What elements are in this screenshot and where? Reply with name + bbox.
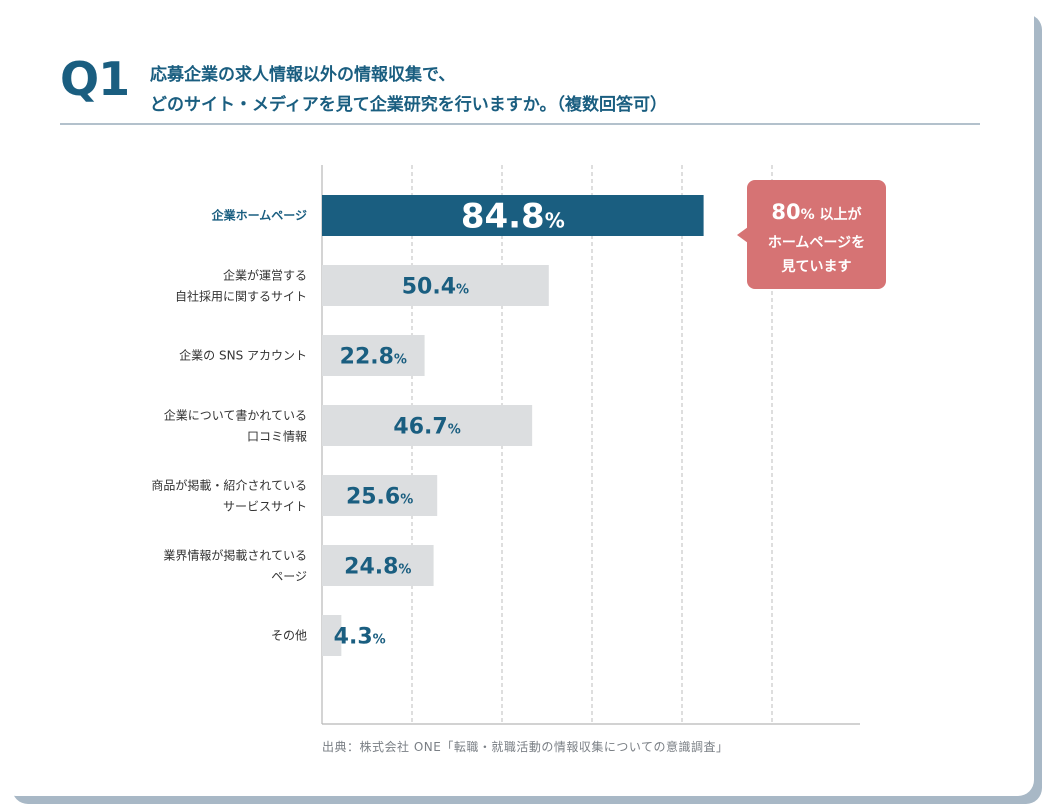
callout-line-1: 80% 以上が bbox=[747, 200, 886, 224]
category-label: 企業が運営する bbox=[223, 268, 307, 283]
category-label: その他 bbox=[271, 629, 307, 643]
bar bbox=[322, 405, 533, 446]
category-label: 商品が掲載・紹介されている bbox=[151, 478, 307, 493]
category-label: 自社採用に関するサイト bbox=[175, 289, 307, 304]
category-label: 企業ホームページ bbox=[211, 208, 307, 223]
bar-value-label: 25.6% bbox=[346, 485, 413, 510]
bar-value-label: 84.8% bbox=[461, 197, 565, 237]
bar bbox=[322, 335, 425, 376]
card: Q1 応募企業の求人情報以外の情報収集で、 どのサイト・メディアを見て企業研究を… bbox=[60, 52, 980, 754]
callout-value: 80 bbox=[771, 200, 801, 224]
callout-badge: 80% 以上が ホームページを 見ています bbox=[737, 180, 886, 289]
bar bbox=[322, 265, 549, 306]
question-text: 応募企業の求人情報以外の情報収集で、 どのサイト・メディアを見て企業研究を行いま… bbox=[150, 60, 950, 120]
bar-value-label: 50.4% bbox=[402, 275, 469, 300]
question-line-1: 応募企業の求人情報以外の情報収集で、 bbox=[150, 65, 456, 85]
bar bbox=[322, 615, 342, 656]
category-label: ページ bbox=[271, 570, 307, 584]
callout-unit: % bbox=[800, 207, 815, 223]
callout-line-3: 見ています bbox=[781, 259, 852, 275]
category-label: 口コミ情報 bbox=[247, 430, 307, 444]
category-label: 企業の SNS アカウント bbox=[179, 348, 307, 363]
bar bbox=[322, 195, 704, 236]
bar-value-label: 46.7% bbox=[393, 415, 460, 440]
category-label: 業界情報が掲載されている bbox=[163, 548, 307, 563]
question-number: Q1 bbox=[60, 52, 130, 106]
source-note: 出典：株式会社 ONE「転職・就職活動の情報収集についての意識調査」 bbox=[322, 740, 729, 754]
bar-value-label: 24.8% bbox=[344, 555, 411, 580]
callout-line-2: ホームページを bbox=[767, 235, 866, 251]
bar bbox=[322, 475, 438, 516]
category-label: サービスサイト bbox=[223, 500, 307, 514]
header-divider bbox=[60, 123, 980, 125]
callout-line-1-suffix: 以上が bbox=[814, 207, 862, 223]
category-label: 企業について書かれている bbox=[164, 408, 307, 423]
bar bbox=[322, 545, 434, 586]
bar-value-label: 22.8% bbox=[340, 345, 407, 370]
question-line-2: どのサイト・メディアを見て企業研究を行いますか。（複数回答可） bbox=[150, 95, 667, 115]
bar-value-label: 4.3% bbox=[334, 625, 386, 650]
